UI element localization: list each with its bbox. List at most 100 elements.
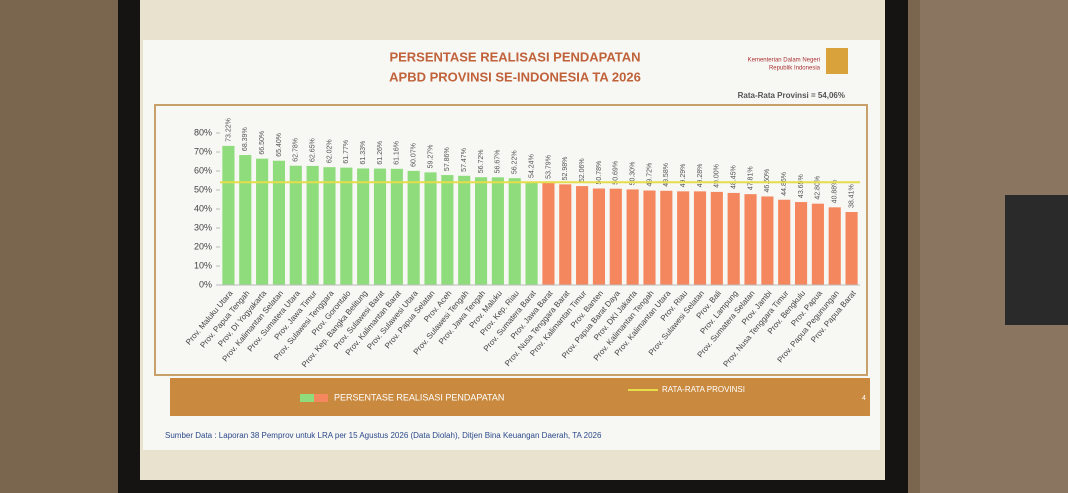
bar [474, 177, 488, 285]
bar [424, 172, 437, 285]
value-label: 49.72% [646, 163, 653, 187]
legend-swatch [300, 394, 314, 402]
bar [340, 167, 353, 285]
bar [441, 175, 454, 285]
bar [272, 160, 286, 285]
value-label: 62.65% [309, 138, 316, 162]
bar [407, 170, 420, 285]
bar [306, 165, 319, 285]
legend-swatch [314, 394, 328, 402]
bar [373, 168, 387, 285]
value-label: 65.40% [276, 133, 283, 157]
value-label: 57.86% [444, 147, 451, 171]
value-label: 50.69% [613, 161, 620, 185]
value-label: 66.50% [259, 131, 266, 155]
bar [525, 181, 538, 285]
y-tick-label: 10% [194, 260, 212, 270]
value-label: 49.28% [697, 164, 704, 188]
bar [660, 190, 673, 285]
legend-band [170, 378, 870, 416]
bar [542, 182, 555, 285]
value-label: 42.80% [815, 176, 822, 200]
bar [677, 191, 690, 285]
page-number: 4 [862, 395, 866, 402]
value-label: 52.06% [579, 158, 586, 182]
bar [256, 158, 269, 285]
bar [761, 196, 774, 285]
value-label: 61.26% [377, 141, 384, 165]
value-label: 61.33% [360, 141, 367, 165]
value-label: 49.00% [714, 164, 721, 188]
y-tick-label: 40% [194, 203, 212, 213]
bar [828, 207, 841, 285]
bar [693, 191, 707, 285]
value-label: 52.98% [562, 157, 569, 181]
value-label: 56.72% [478, 149, 485, 173]
bar [845, 212, 858, 285]
value-label: 43.65% [798, 174, 805, 198]
value-label: 50.78% [596, 161, 603, 185]
value-label: 47.81% [747, 166, 754, 190]
bar [390, 168, 403, 285]
bar [289, 165, 302, 285]
bar [576, 186, 589, 285]
value-label: 44.86% [781, 172, 788, 196]
bar [727, 192, 740, 285]
value-label: 53.79% [545, 155, 552, 179]
value-label: 59.27% [427, 145, 434, 169]
org-name: Republik Indonesia [769, 66, 821, 72]
bar [239, 155, 252, 285]
legend-label: PERSENTASE REALISASI PENDAPATAN [334, 392, 504, 402]
bar [811, 203, 824, 285]
value-label: 68.39% [242, 127, 249, 151]
value-label: 62.02% [326, 139, 333, 163]
value-label: 57.47% [461, 148, 468, 172]
bar [794, 202, 808, 285]
chart-frame [154, 104, 868, 376]
bar [744, 194, 757, 285]
bar [710, 191, 723, 285]
bar [357, 168, 370, 285]
value-label: 48.45% [731, 165, 738, 189]
bar [626, 189, 639, 285]
y-tick-label: 70% [194, 146, 212, 156]
bar [491, 177, 504, 285]
bar [458, 175, 471, 285]
value-label: 49.58% [663, 163, 670, 187]
value-label: 46.60% [764, 169, 771, 193]
bar [778, 199, 791, 285]
value-label: 60.07% [411, 143, 418, 167]
y-tick-label: 30% [194, 222, 212, 232]
value-label: 56.67% [495, 150, 502, 174]
bar [559, 184, 572, 285]
value-label: 61.16% [394, 141, 401, 165]
speaker [1005, 195, 1068, 325]
bar [592, 188, 606, 285]
bar [323, 167, 336, 285]
value-label: 50.30% [629, 162, 636, 186]
average-annotation: Rata-Rata Provinsi = 54,06% [738, 91, 845, 100]
y-tick-label: 60% [194, 165, 212, 175]
y-tick-label: 0% [199, 279, 212, 289]
y-tick-label: 80% [194, 127, 212, 137]
value-label: 56.22% [512, 150, 519, 174]
chart-subtitle: APBD PROVINSI SE-INDONESIA TA 2026 [389, 69, 641, 84]
value-label: 40.88% [832, 180, 839, 204]
value-label: 38.41% [848, 184, 855, 208]
legend-label: RATA-RATA PROVINSI [662, 385, 745, 394]
chart-title: PERSENTASE REALISASI PENDAPATAN [389, 49, 640, 64]
bar [643, 190, 656, 285]
value-label: 73.22% [225, 118, 232, 142]
bar [222, 145, 235, 285]
value-label: 49.29% [680, 164, 687, 188]
bar [609, 188, 622, 285]
value-label: 61.77% [343, 140, 350, 164]
source-note: Sumber Data : Laporan 38 Pemprov untuk L… [165, 431, 602, 440]
org-name: Kementerian Dalam Negeri [748, 58, 820, 64]
y-tick-label: 50% [194, 184, 212, 194]
y-tick-label: 20% [194, 241, 212, 251]
value-label: 54.24% [528, 154, 535, 178]
logo [826, 48, 848, 74]
